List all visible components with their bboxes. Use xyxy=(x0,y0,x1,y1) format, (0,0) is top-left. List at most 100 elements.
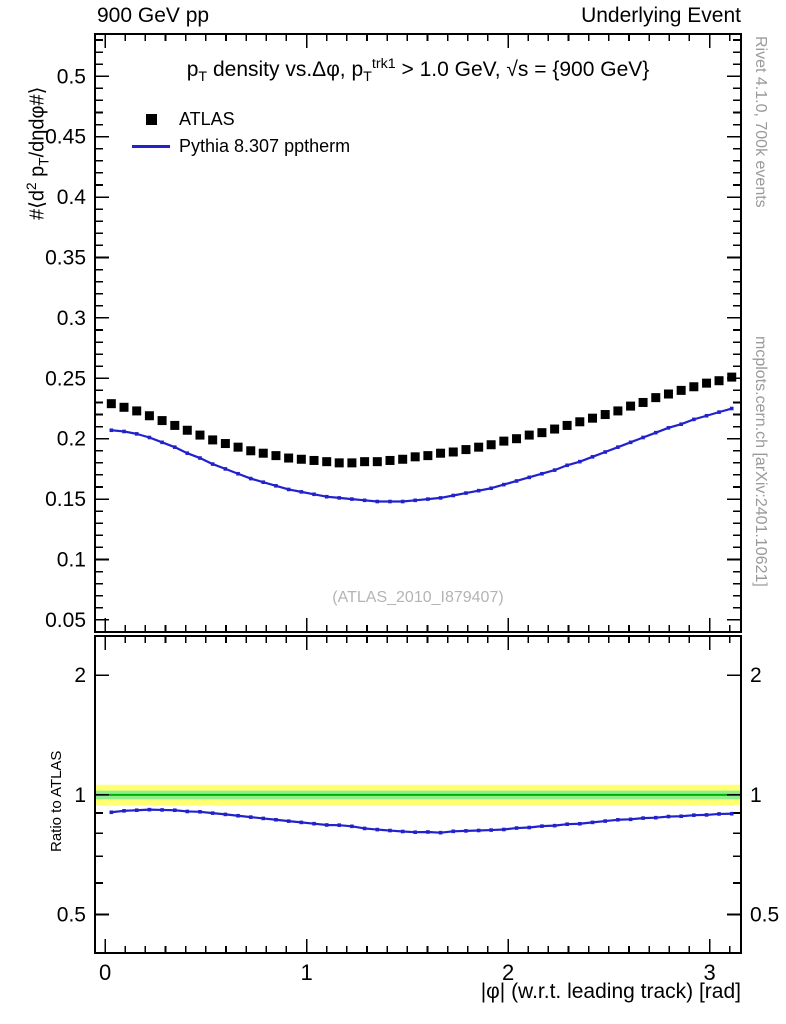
ratio-marker xyxy=(413,830,417,834)
ratio-marker xyxy=(527,825,532,830)
text-segment: T xyxy=(36,157,52,166)
ratio-marker xyxy=(400,829,405,834)
atlas-marker xyxy=(208,435,218,445)
legend-label: Pythia 8.307 pptherm xyxy=(179,136,351,156)
pythia-marker xyxy=(704,413,709,418)
ratio-marker xyxy=(122,809,126,813)
text-segment: T xyxy=(198,69,208,86)
pythia-marker xyxy=(198,456,202,460)
pythia-marker xyxy=(666,426,671,430)
mcplots-arxiv-note: mcplots.cern.ch [arXiv:2401.10621] xyxy=(752,336,769,587)
atlas-marker xyxy=(613,406,623,416)
header-beam-energy: 900 GeV pp xyxy=(97,4,210,27)
ratio-marker xyxy=(704,813,709,817)
pythia-marker xyxy=(172,445,177,449)
rivet-version-note: Rivet 4.1.0, 700k events xyxy=(752,36,769,208)
atlas-marker xyxy=(220,439,230,449)
atlas-marker xyxy=(423,451,433,461)
ratio-marker xyxy=(261,816,266,821)
atlas-marker xyxy=(182,425,192,435)
pythia-marker xyxy=(692,417,696,422)
atlas-marker xyxy=(474,442,484,452)
pythia-marker xyxy=(502,482,506,487)
atlas-marker xyxy=(334,458,344,468)
ratio-marker xyxy=(502,827,506,832)
x-tick-label: 3 xyxy=(703,960,715,985)
main-y-tick-label: 0.15 xyxy=(45,488,86,511)
text-segment: p xyxy=(186,58,199,81)
pythia-marker xyxy=(248,476,253,481)
pythia-marker xyxy=(552,468,557,472)
main-y-tick-label: 0.5 xyxy=(57,65,86,88)
atlas-marker xyxy=(550,424,560,434)
atlas-marker xyxy=(512,434,522,444)
ratio-marker xyxy=(299,820,304,825)
square-marker-swatch xyxy=(132,114,170,125)
pythia-marker xyxy=(451,493,456,498)
x-axis-label: |φ| (w.r.t. leading track) [rad] xyxy=(480,980,741,1003)
atlas-marker xyxy=(663,389,673,399)
ratio-marker xyxy=(248,815,253,819)
ratio-marker xyxy=(375,827,380,832)
ratio-marker xyxy=(717,812,721,816)
pythia-marker xyxy=(400,499,405,504)
ratio-marker xyxy=(603,819,607,823)
atlas-marker xyxy=(600,410,610,420)
pythia-marker xyxy=(413,498,417,503)
pythia-marker xyxy=(679,422,683,427)
ratio-marker xyxy=(350,824,354,829)
ratio-marker xyxy=(160,808,164,812)
ratio-marker xyxy=(666,814,671,819)
ratio-y-tick-label: 1 xyxy=(74,784,86,807)
pythia-marker xyxy=(337,496,342,500)
atlas-marker xyxy=(385,455,395,465)
text-segment: /dηdφ#⟩ xyxy=(26,86,49,158)
text-segment: density vs.Δφ, p xyxy=(207,58,364,81)
pythia-marker xyxy=(286,487,291,492)
ratio-marker xyxy=(729,811,734,816)
pythia-marker xyxy=(641,435,645,440)
atlas-marker xyxy=(360,457,370,467)
ratio-marker xyxy=(312,821,316,826)
pythia-marker xyxy=(299,490,304,494)
atlas-marker xyxy=(587,413,597,423)
pythia-marker xyxy=(653,430,658,435)
header-analysis-group: Underlying Event xyxy=(581,4,741,27)
legend-item: ATLAS xyxy=(132,106,350,133)
atlas-marker xyxy=(322,457,332,467)
pythia-marker xyxy=(261,480,266,484)
ratio-marker xyxy=(489,828,493,832)
ratio-y-tick-label-right: 0.5 xyxy=(750,903,779,926)
ratio-marker xyxy=(274,817,278,822)
x-tick-label: 2 xyxy=(502,960,514,985)
pythia-marker xyxy=(717,410,721,414)
ratio-marker xyxy=(692,813,696,817)
plot-title: pT density vs.Δφ, pTtrk1 > 1.0 GeV, √s =… xyxy=(95,56,741,85)
ratio-marker xyxy=(109,810,114,815)
ratio-marker xyxy=(337,823,342,827)
atlas-marker xyxy=(195,430,205,440)
pythia-marker xyxy=(236,471,240,476)
ratio-marker xyxy=(438,830,443,835)
atlas-marker xyxy=(626,401,636,411)
main-y-tick-label: 0.35 xyxy=(45,246,86,269)
swatch-shape xyxy=(145,114,157,125)
text-segment: 2 xyxy=(24,182,39,190)
ratio-marker xyxy=(198,810,202,814)
pythia-marker xyxy=(464,491,468,495)
pythia-marker xyxy=(160,440,164,445)
pythia-marker xyxy=(565,463,569,468)
ratio-marker xyxy=(590,820,595,825)
ratio-y-tick-label: 0.5 xyxy=(57,903,86,926)
atlas-marker xyxy=(714,376,724,386)
ratio-marker xyxy=(236,813,240,818)
ratio-marker xyxy=(172,808,177,813)
pythia-marker xyxy=(274,484,278,488)
atlas-marker xyxy=(461,445,471,455)
main-y-tick-label: 0.3 xyxy=(57,307,86,330)
legend-item: Pythia 8.307 pptherm xyxy=(132,133,350,160)
ratio-marker xyxy=(388,828,392,833)
ratio-curve xyxy=(111,808,732,834)
main-y-tick-label: 0.1 xyxy=(57,549,86,572)
main-y-axis-label: #⟨d2 pT/dηdφ#⟩ xyxy=(24,87,52,220)
